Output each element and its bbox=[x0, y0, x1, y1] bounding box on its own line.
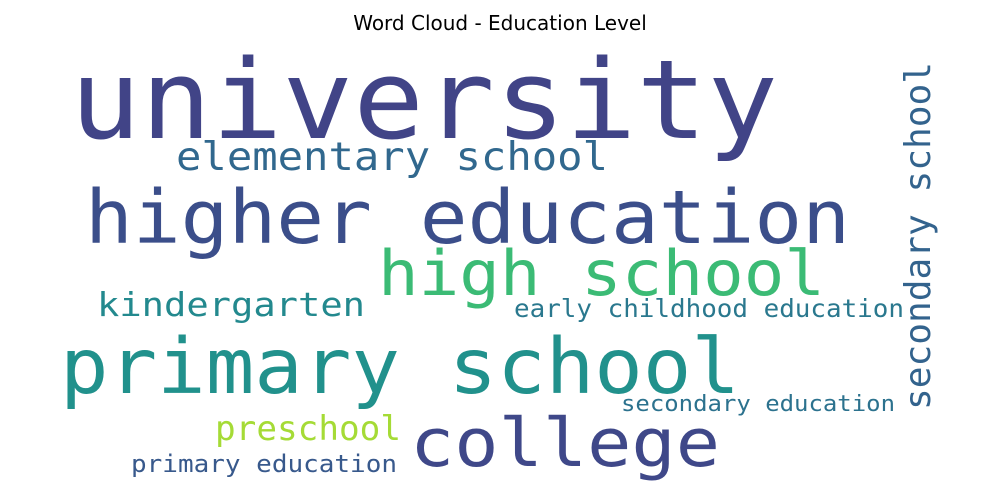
word-secondary-school: secondary school bbox=[898, 62, 939, 410]
word-early-childhood-education: early childhood education bbox=[514, 294, 904, 323]
word-college: college bbox=[410, 404, 720, 482]
word-elementary-school: elementary school bbox=[176, 135, 608, 180]
word-primary-education: primary education bbox=[131, 450, 397, 478]
word-secondary-education: secondary education bbox=[621, 392, 895, 417]
word-higher-education: higher education bbox=[85, 175, 850, 261]
word-high-school: high school bbox=[378, 237, 825, 310]
word-primary-school: primary school bbox=[60, 323, 740, 412]
word-kindergarten: kindergarten bbox=[97, 285, 365, 324]
chart-title: Word Cloud - Education Level bbox=[353, 11, 647, 35]
word-university: university bbox=[70, 36, 778, 164]
word-preschool: preschool bbox=[215, 409, 401, 449]
